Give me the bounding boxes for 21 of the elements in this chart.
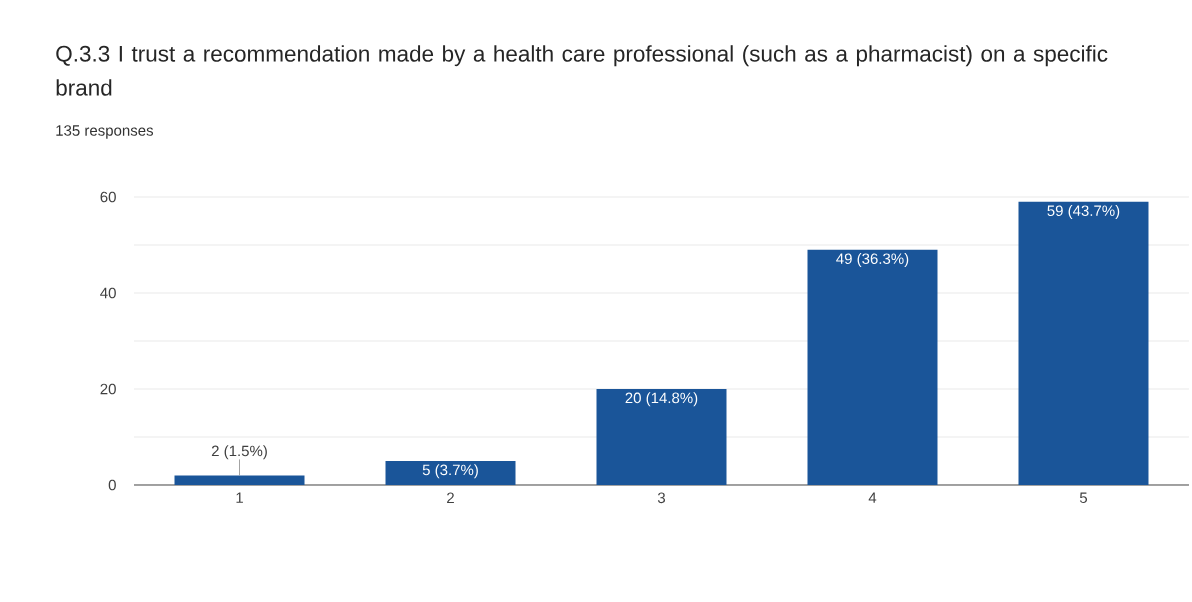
data-label: 5 (3.7%) [422,464,478,479]
y-tick-label: 20 [100,383,116,395]
y-tick-label: 40 [100,287,116,299]
data-label: 49 (36.3%) [836,252,909,267]
data-label: 59 (43.7%) [1047,204,1120,219]
data-label: 20 (14.8%) [625,392,698,407]
bar [807,249,938,485]
x-tick-label: 1 [236,492,243,503]
bar [1018,201,1149,485]
bar [385,460,516,485]
data-label: 2 (1.5%) [211,445,267,460]
x-tick-label: 2 [447,492,454,503]
x-tick-label: 4 [868,492,877,503]
x-tick-label: 5 [1079,492,1088,503]
chart-subtitle: 135 responses [56,125,154,139]
bar [174,475,305,485]
chart-title: Q.3.3 I trust a recommendation made by a health care professional (such as a pharmacist) on a specific brand [56,45,1108,96]
y-tick-label: 60 [100,191,116,203]
y-tick-label: 0 [108,479,116,491]
x-tick-label: 3 [657,492,666,504]
bar [596,388,727,485]
